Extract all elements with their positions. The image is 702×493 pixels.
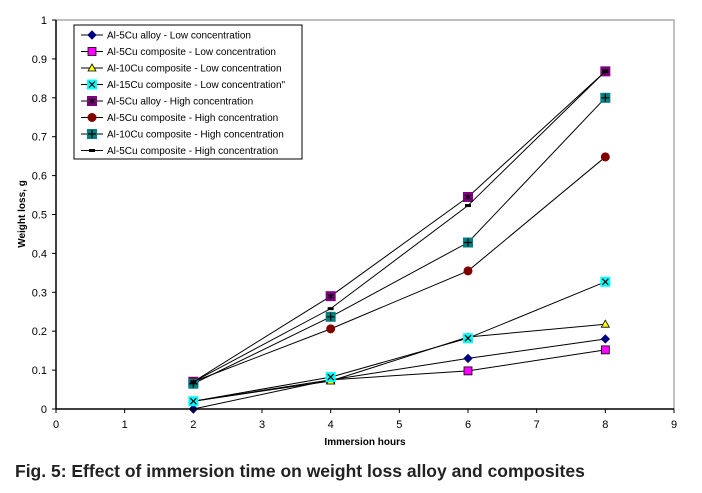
series-line [193, 97, 606, 385]
marker-plus [601, 93, 610, 102]
marker-cross [601, 278, 609, 286]
series-line [193, 70, 606, 383]
y-tick-label: 0.7 [32, 132, 47, 144]
series-line [193, 338, 606, 410]
x-tick-label: 4 [328, 419, 334, 431]
x-tick-label: 2 [190, 419, 196, 431]
legend-label: Al-5Cu composite - High concentration [107, 113, 278, 124]
legend-item: Al-5Cu composite - High concentration [81, 113, 278, 124]
series-line [193, 70, 606, 383]
marker-cross [327, 373, 335, 381]
x-tick-label: 3 [259, 419, 265, 431]
legend-label: Al-15Cu composite - Low concentration" [107, 80, 286, 91]
series-line [193, 323, 606, 402]
x-tick-label: 8 [602, 419, 608, 431]
data-point [600, 334, 611, 344]
y-tick-label: 0.5 [32, 210, 47, 222]
legend-marker [89, 149, 95, 152]
marker-star [88, 98, 96, 104]
series-4 [188, 276, 611, 407]
legend-item: Al-5Cu composite - High concentration [81, 146, 278, 157]
legend-label: Al-5Cu alloy - High concentration [107, 97, 253, 108]
series-line [193, 349, 606, 402]
data-point [463, 333, 473, 344]
x-tick-label: 6 [465, 419, 471, 431]
x-tick-label: 1 [122, 419, 128, 431]
data-point [463, 266, 473, 276]
legend-marker [87, 129, 97, 139]
legend-item: Al-5Cu alloy - Low concentration [81, 30, 251, 42]
x-tick-label: 7 [534, 419, 540, 431]
data-point [465, 204, 471, 208]
legend-marker [87, 79, 97, 90]
marker-cross [189, 397, 197, 405]
x-tick-label: 5 [396, 419, 402, 431]
y-ticks: 0 0.1 0.2 0.3 0.4 0.5 0.6 0.7 0.8 0.9 1 [32, 15, 56, 416]
series-layer [188, 66, 611, 414]
legend-marker [87, 113, 97, 122]
data-point [188, 396, 199, 407]
marker-cross [88, 81, 96, 88]
legend-marker [87, 47, 97, 56]
y-tick-label: 0 [41, 404, 47, 416]
data-point [600, 92, 611, 103]
data-point [463, 191, 473, 202]
y-tick-label: 0.2 [32, 326, 47, 338]
marker-cross [464, 334, 472, 342]
y-tick-label: 0.6 [32, 171, 47, 183]
y-tick-label: 0.3 [32, 287, 47, 299]
legend-item: Al-5Cu composite - Low concentration [81, 47, 276, 58]
marker-plus [326, 312, 335, 321]
legend-label: Al-10Cu composite - Low concentration [107, 64, 282, 75]
data-point [325, 311, 336, 322]
data-point [325, 291, 336, 302]
legend-item: Al-5Cu alloy - High concentration [81, 96, 253, 108]
x-tick-label: 0 [53, 419, 59, 431]
figure-caption: Fig. 5: Effect of immersion time on weig… [15, 461, 585, 481]
data-point [325, 372, 336, 383]
data-point [463, 237, 473, 248]
y-axis-title: Weight loss, g [17, 180, 28, 248]
marker-star [464, 193, 472, 200]
y-tick-label: 1 [41, 15, 47, 27]
data-point [600, 345, 610, 355]
marker-plus [464, 238, 472, 247]
y-tick-label: 0.9 [32, 54, 47, 66]
x-tick-label: 9 [671, 419, 677, 431]
legend-item: Al-10Cu composite - High concentration [81, 129, 284, 141]
legend-marker [87, 96, 97, 106]
legend-marker [87, 63, 97, 72]
data-point [602, 69, 609, 73]
data-point [600, 152, 610, 162]
x-axis-title: Immersion hours [324, 437, 406, 448]
legend-label: Al-10Cu composite - High concentration [107, 130, 284, 141]
series-1 [188, 334, 611, 414]
data-point [327, 307, 334, 311]
marker-plus [88, 130, 96, 138]
data-point [463, 366, 473, 376]
series-line [193, 156, 606, 383]
legend-item: Al-10Cu composite - Low concentration [81, 63, 282, 75]
y-tick-label: 0.1 [32, 365, 47, 377]
y-tick-label: 0.4 [32, 248, 47, 260]
legend-label: Al-5Cu alloy - Low concentration [107, 31, 251, 42]
series-7 [188, 92, 611, 389]
y-tick-label: 0.8 [32, 93, 47, 105]
x-ticks: 0 1 2 3 4 5 6 7 8 9 [53, 409, 677, 431]
series-8 [190, 69, 609, 384]
marker-star [327, 293, 334, 300]
data-point [326, 324, 336, 334]
data-point [600, 276, 611, 287]
data-point [463, 353, 473, 364]
legend-box [73, 24, 303, 160]
legend-label: Al-5Cu composite - High concentration [107, 146, 278, 157]
legend: Al-5Cu alloy - Low concentration Al-5Cu c… [73, 24, 303, 160]
legend-marker [87, 30, 97, 40]
data-point [600, 319, 611, 328]
legend-label: Al-5Cu composite - Low concentration [107, 47, 276, 58]
chart: 0 0.1 0.2 0.3 0.4 0.5 0.6 0.7 0.8 0.9 1 0 1 2 3 4 5 6 7 8 9… [17, 15, 677, 448]
legend-item: Al-15Cu composite - Low concentration" [81, 79, 286, 91]
data-point [190, 380, 197, 384]
series-line [193, 281, 606, 402]
